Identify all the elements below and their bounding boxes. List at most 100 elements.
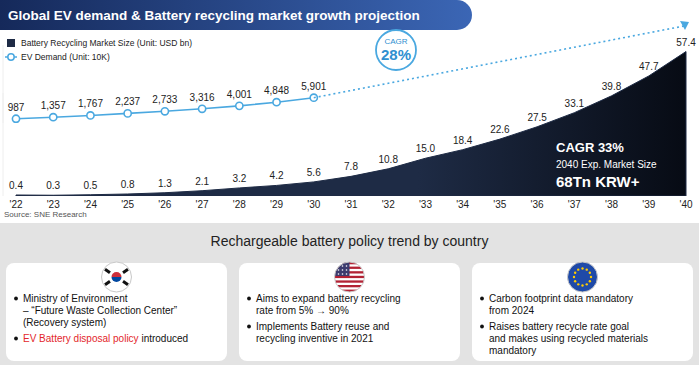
- data-label: 0.3: [46, 180, 60, 191]
- flag: [568, 262, 598, 292]
- policy-text: Carbon footprint data mandatory: [489, 293, 633, 304]
- stage: Global EV demand & Battery recycling mar…: [0, 0, 699, 365]
- policy-box: Carbon footprint data mandatoryfrom 2024…: [472, 262, 693, 361]
- flag-part: [112, 272, 122, 277]
- data-label: 1,767: [78, 98, 103, 109]
- bullet: [247, 325, 251, 329]
- data-label: 7.8: [344, 161, 358, 172]
- data-label: 1,357: [41, 100, 66, 111]
- flag-part: [346, 265, 348, 267]
- point: [87, 112, 94, 119]
- flag-star: [581, 284, 583, 286]
- flag-part: [104, 268, 111, 274]
- area-chart: 0.40.30.50.81.32.13.24.25.67.810.815.018…: [3, 37, 696, 210]
- flag-star: [577, 283, 579, 285]
- data-label: 57.4: [676, 37, 696, 48]
- x-tick-label: '40: [679, 199, 692, 210]
- bullet: [14, 337, 18, 341]
- policy-box-bg: [6, 263, 227, 361]
- projection-line: [314, 26, 684, 98]
- data-label: 0.4: [9, 180, 23, 191]
- data-label: 5.6: [307, 167, 321, 178]
- data-label: 15.0: [416, 143, 436, 154]
- flag-star: [590, 276, 592, 278]
- x-tick-label: '36: [531, 199, 544, 210]
- flag-star: [586, 268, 588, 270]
- x-tick-label: '32: [382, 199, 395, 210]
- policy-text: from 2024: [489, 305, 534, 316]
- policy-text: Implements Battery reuse and: [256, 321, 389, 332]
- policy-text: Raises battery recycle rate goal: [489, 321, 629, 332]
- policy-text: (Recovery system): [23, 317, 106, 328]
- legend-entry: EV Demand (Unit: 10K): [5, 52, 110, 62]
- data-label: 0.5: [83, 180, 97, 191]
- flag-part: [338, 269, 340, 271]
- page: Global EV demand & Battery recycling mar…: [0, 0, 699, 365]
- policy-text: recycling inventive in 2021: [256, 333, 374, 344]
- flag-star: [589, 272, 591, 274]
- x-tick-label: '39: [642, 199, 655, 210]
- legend-label: EV Demand (Unit: 10K): [21, 52, 110, 62]
- data-label: 4,001: [227, 89, 252, 100]
- title: Global EV demand & Battery recycling mar…: [8, 8, 420, 23]
- flag-part: [122, 268, 129, 274]
- flag-star: [574, 280, 576, 282]
- point: [12, 115, 19, 122]
- flag-part: [104, 280, 111, 286]
- flag-bg: [568, 262, 598, 292]
- annotation-circle: [376, 30, 416, 70]
- flag-part: [335, 262, 365, 292]
- data-label: 4,848: [264, 85, 289, 96]
- policy-text: – “Future Waste Collection Center”: [23, 305, 177, 316]
- annotation-text: CAGR: [384, 37, 407, 46]
- flag-part: [342, 265, 344, 267]
- data-label: 18.4: [453, 135, 473, 146]
- data-label: 4.2: [270, 170, 284, 181]
- x-tick-labels: '22'23'24'25'26'27'28'29'30'31'32'33'34'…: [9, 199, 692, 210]
- bullet: [480, 297, 484, 301]
- x-tick-label: '31: [344, 199, 357, 210]
- bullet: [14, 297, 18, 301]
- policy-text: Aims to expand battery recycling: [256, 293, 401, 304]
- flag-part: [346, 269, 348, 271]
- flag-star: [573, 276, 575, 278]
- point: [236, 102, 243, 109]
- plot-marks: [12, 94, 317, 122]
- data-label: 3,316: [190, 92, 215, 103]
- y-range-line: [3, 45, 4, 196]
- data-label: 2.1: [195, 176, 209, 187]
- flag-part: [342, 269, 344, 271]
- policy-box-bg: [472, 263, 693, 361]
- flag-border: [335, 262, 365, 292]
- legend-entry: Battery Recycling Market Size (Unit: USD…: [7, 38, 192, 48]
- data-label: 0.8: [121, 179, 135, 190]
- data-label: 1.3: [158, 178, 172, 189]
- plot-marks: [16, 52, 686, 196]
- flag-star: [577, 268, 579, 270]
- x-tick-label: '29: [270, 199, 283, 210]
- data-label: 27.5: [527, 112, 547, 123]
- policy-text: rate from 5% → 90%: [256, 305, 349, 316]
- projection-arrow: [680, 21, 689, 30]
- data-label: 2,237: [115, 96, 140, 107]
- data-label: 10.8: [378, 154, 398, 165]
- x-tick-label: '22: [9, 199, 22, 210]
- flag-part: [335, 276, 365, 278]
- bullet: [480, 325, 484, 329]
- data-label: 33.1: [565, 98, 585, 109]
- data-label: 5,901: [301, 81, 326, 92]
- data-labels: 0.40.30.50.81.32.13.24.25.67.810.815.018…: [9, 37, 696, 192]
- flag-part: [335, 285, 365, 287]
- flag-part: [122, 280, 129, 286]
- x-tick-label: '38: [605, 199, 618, 210]
- policy-text: and makes using recycled materials: [489, 333, 648, 344]
- x-tick-label: '28: [233, 199, 246, 210]
- point: [199, 105, 206, 112]
- policy-title: Rechargeable battery policy trend by cou…: [211, 233, 489, 249]
- annotation: CAGR 33%2040 Exp. Market Size68Tn KRW+: [556, 140, 657, 190]
- annotation-text: 2040 Exp. Market Size: [556, 159, 657, 170]
- flag-star: [574, 272, 576, 274]
- x-tick-label: '30: [307, 199, 320, 210]
- legend-label: Battery Recycling Market Size (Unit: USD…: [21, 38, 192, 48]
- policy-box: Ministry of Environment– “Future Waste C…: [6, 262, 227, 361]
